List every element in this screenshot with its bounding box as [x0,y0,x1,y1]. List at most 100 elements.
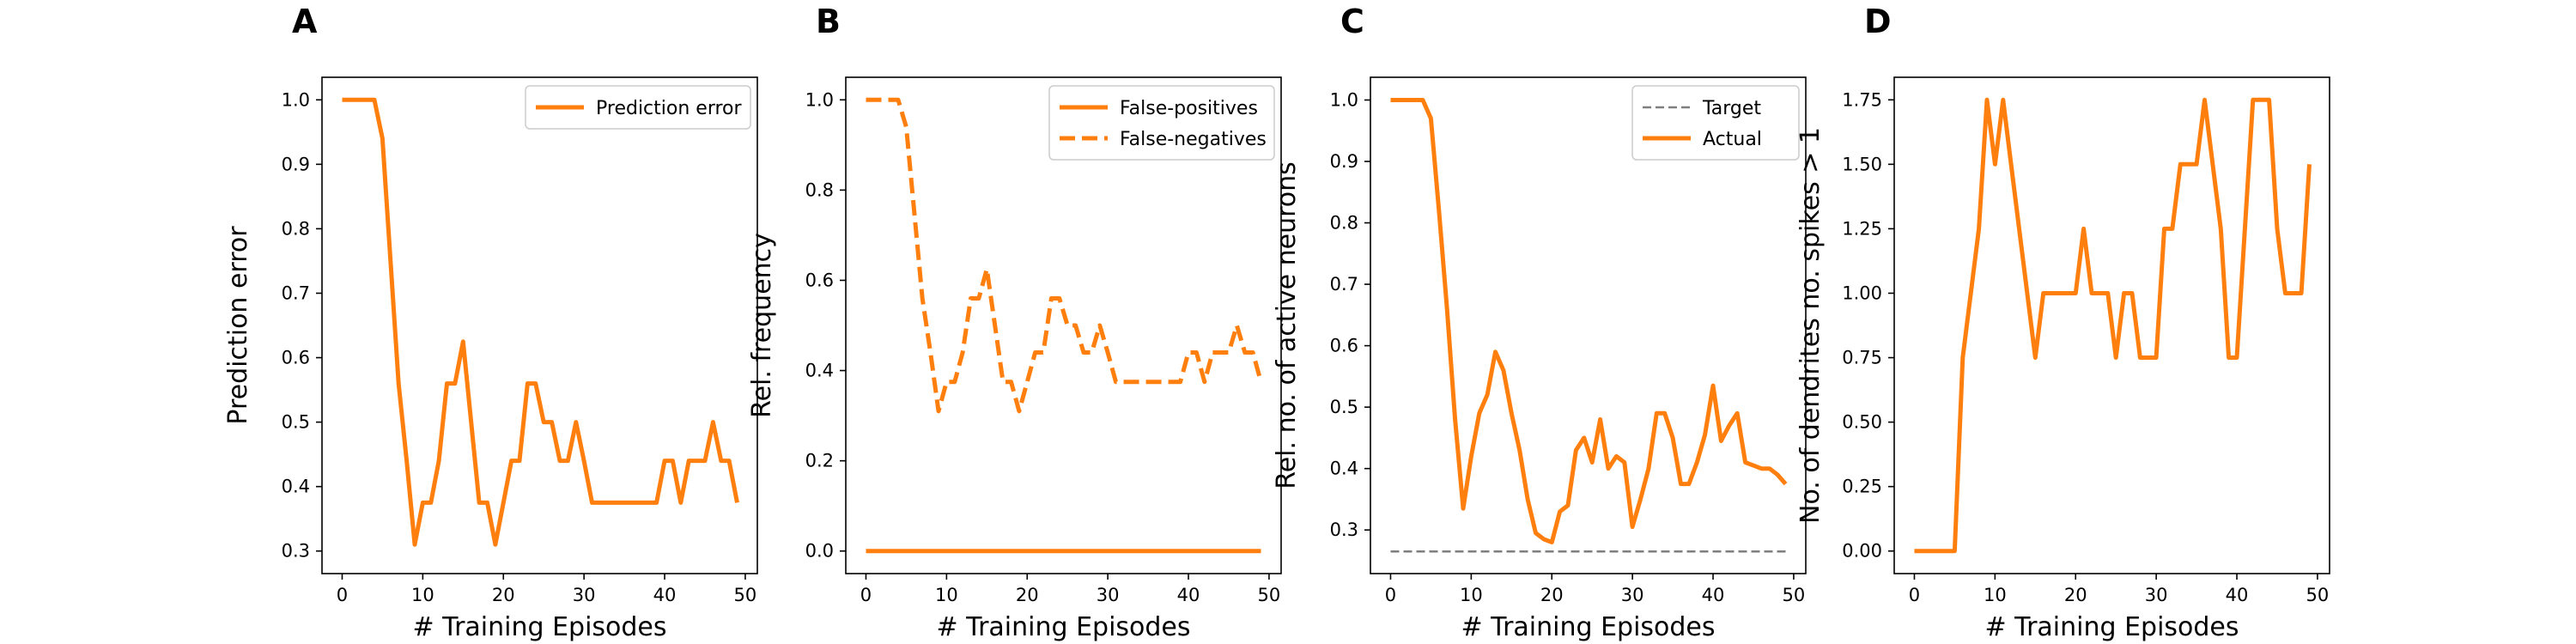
axes-frame [1893,76,2330,574]
x-axis: 0 10 20 30 40 50 [337,574,756,605]
y-tick-label: 0.8 [805,179,834,200]
panel-letter: D [1864,3,1892,40]
x-tick-label: 30 [1621,585,1644,605]
x-tick-label: 0 [860,585,872,605]
y-axis-label: Rel. frequency [747,233,777,418]
x-tick-label: 0 [337,585,348,605]
y-tick-label: 0.5 [1330,397,1358,417]
x-tick-label: 0 [1385,585,1396,605]
y-tick-label: 1.0 [1330,89,1358,110]
series-group [1390,98,1788,553]
x-tick-label: 40 [2226,585,2249,605]
y-tick-label: 0.6 [1330,336,1358,356]
y-tick-label: 0.3 [282,541,310,562]
x-tick-label: 50 [2306,585,2330,605]
legend-box [525,85,751,130]
x-tick-label: 10 [935,585,958,605]
legend-box [1048,85,1275,161]
x-tick-label: 40 [653,585,677,605]
y-tick-label: 1.0 [805,89,834,110]
x-tick-label: 50 [1258,585,1281,605]
y-tick-label: 1.50 [1842,154,1882,174]
axes-frame [1370,76,1807,574]
x-tick-label: 50 [734,585,757,605]
legend-label: Target [1702,98,1761,119]
y-tick-label: 0.4 [282,477,310,497]
y-axis: 0.3 0.4 0.5 0.6 0.7 0.8 0.9 1.0 [1330,89,1370,540]
y-axis: 0.00 0.25 0.50 0.75 1.00 1.25 1.50 1.75 [1842,89,1894,562]
y-tick-label: 0.3 [1330,519,1358,540]
x-tick-label: 30 [1097,585,1120,605]
x-axis: 0 10 20 30 40 50 [860,574,1280,605]
y-tick-label: 0.7 [282,283,310,303]
y-tick-label: 1.25 [1842,218,1882,239]
y-tick-label: 0.0 [805,541,834,562]
x-axis-label: # Training Episodes [1461,612,1715,642]
y-tick-label: 0.8 [282,218,310,239]
x-axis: 0 10 20 30 40 50 [1385,574,1805,605]
y-axis-label: Rel. no. of active neurons [1272,161,1302,489]
x-tick-label: 30 [573,585,596,605]
series-line [866,97,1263,414]
y-tick-label: 1.75 [1842,89,1882,110]
x-tick-label: 40 [1702,585,1725,605]
axes-frame [321,76,758,574]
series-line [342,97,739,547]
x-tick-label: 50 [1783,585,1806,605]
y-tick-label: 0.4 [805,361,834,381]
y-tick-label: 0.25 [1842,477,1882,497]
y-tick-label: 0.6 [805,270,834,290]
series-group [1914,97,2312,554]
x-axis-label: # Training Episodes [936,612,1190,642]
axes-frame [845,76,1282,574]
panel-letter: C [1340,3,1364,40]
x-tick-label: 10 [411,585,434,605]
y-tick-label: 0.75 [1842,348,1882,368]
x-tick-label: 40 [1177,585,1200,605]
legend-label: Actual [1703,129,1762,150]
y-axis-label: Prediction error [223,226,253,425]
legend-label: False-positives [1120,98,1258,119]
panel-d: D 0 10 20 30 40 50 0.00 0.25 0.50 0.75 1.00 1.25 1.50… [1795,3,2330,642]
x-tick-label: 10 [1460,585,1483,605]
y-axis: 0.0 0.2 0.4 0.6 0.8 1.0 [805,89,846,562]
y-tick-label: 1.0 [282,89,310,110]
series-group [342,97,739,547]
y-tick-label: 0.9 [282,154,310,174]
legend: False-positives False-negatives [1048,85,1275,161]
y-tick-label: 0.9 [1330,151,1358,172]
legend-label: False-negatives [1120,129,1267,150]
legend: Target Actual [1631,85,1800,161]
y-axis-label: No. of dendrites no. spikes > 1 [1795,127,1826,524]
y-tick-label: 0.6 [282,348,310,368]
x-tick-label: 20 [1540,585,1564,605]
y-tick-label: 0.4 [1330,459,1358,479]
y-axis: 0.3 0.4 0.5 0.6 0.7 0.8 0.9 1.0 [282,89,322,562]
x-tick-label: 0 [1909,585,1920,605]
y-tick-label: 0.8 [1330,213,1358,234]
legend: Prediction error [525,85,751,130]
y-tick-label: 0.7 [1330,274,1358,295]
y-tick-label: 1.00 [1842,283,1882,303]
series-group [866,97,1263,554]
panel-b: B 0 10 20 30 40 50 0.0 0.2 0.4 0.6 0.8 1.0 # Training… [747,3,1282,642]
panel-a: A 0 10 20 30 40 50 0.3 0.4 0.5 0.6 0.7 0.8 0.9 1.0 # Tr… [223,3,758,642]
x-tick-label: 10 [1984,585,2007,605]
x-tick-label: 20 [2064,585,2087,605]
x-tick-label: 20 [492,585,515,605]
y-tick-label: 0.2 [805,451,834,471]
series-line [1390,98,1788,544]
series-line [1914,97,2312,554]
y-tick-label: 0.5 [282,412,310,433]
legend-label: Prediction error [596,98,742,119]
panel-letter: B [816,3,841,40]
x-tick-label: 30 [2145,585,2168,605]
x-axis-label: # Training Episodes [1984,612,2239,642]
y-tick-label: 0.50 [1842,412,1882,433]
x-axis: 0 10 20 30 40 50 [1909,574,2329,605]
panel-letter: A [292,3,318,40]
panel-c: C 0 10 20 30 40 50 0.3 0.4 0.5 0.6 0.7 0.8 0.9 1.0 # Tr… [1272,3,1807,642]
x-tick-label: 20 [1016,585,1039,605]
y-tick-label: 0.00 [1842,541,1882,562]
